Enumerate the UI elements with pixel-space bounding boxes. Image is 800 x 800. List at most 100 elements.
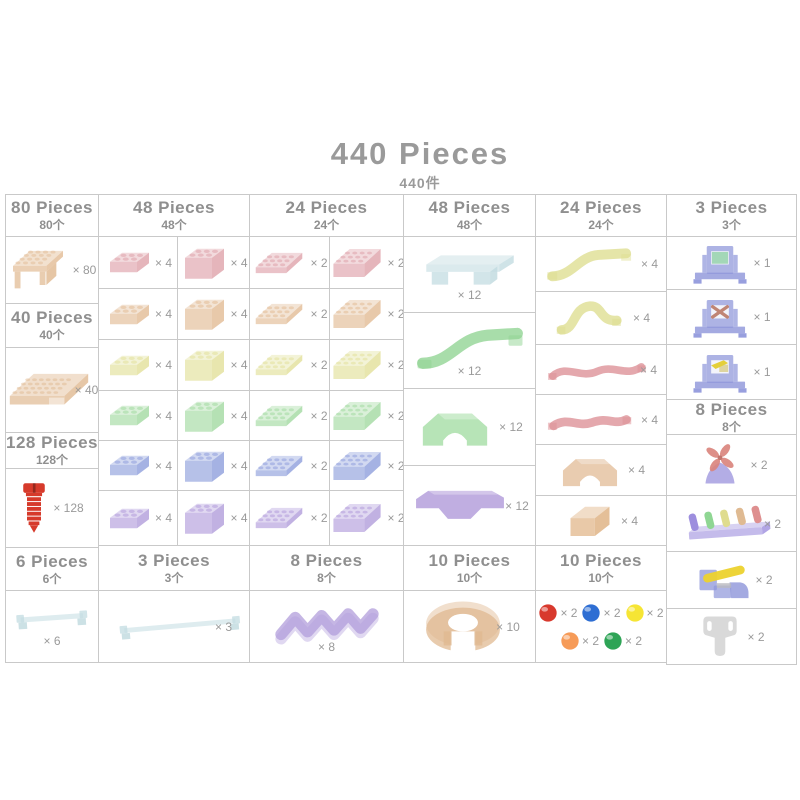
piece-cell: × 1: [666, 236, 797, 290]
piece-count: × 4: [154, 511, 172, 525]
piece-count: × 2: [763, 516, 781, 531]
piece-count: × 12: [457, 287, 482, 302]
low-brick-icon: [104, 448, 152, 483]
title-main: 440 Pieces: [330, 136, 510, 171]
piece-count: × 2: [747, 629, 765, 644]
low-brick-icon: [104, 398, 152, 433]
brick-row-purple: × 2 × 2: [249, 490, 404, 546]
piece-count: × 2: [387, 408, 404, 423]
piece-cell: × 4: [98, 339, 178, 391]
brick-row-green: × 4 × 4: [98, 390, 250, 441]
piece-count: × 6: [43, 633, 61, 648]
plate-3x4-icon: [251, 349, 307, 381]
low-brick-icon: [104, 501, 152, 536]
brick-row-blue: × 2 × 2: [249, 440, 404, 491]
gap-track-icon: [410, 484, 510, 528]
piece-count: × 2: [581, 633, 599, 648]
group-header-10-pieces: 10 Pieces 10个: [535, 545, 667, 591]
piece-count: × 4: [154, 458, 172, 473]
piece-cell: × 2: [666, 608, 797, 665]
piece-count: × 2: [646, 605, 664, 620]
brick-row-blue: × 4 × 4: [98, 440, 250, 491]
piece-count: × 4: [154, 408, 172, 423]
piece-count: × 12: [457, 364, 482, 378]
column-3: 24 Pieces 24个 × 2 × 2 × 2 × 2: [249, 194, 404, 663]
column-1: 80 Pieces 80个 × 80 40 Pieces 40个 × 40 12…: [5, 194, 99, 663]
brick-3x4-icon: [329, 345, 385, 385]
blue-ball-icon: [581, 603, 601, 623]
solid-block-icon: [564, 500, 616, 541]
piece-cell: × 4: [535, 236, 667, 292]
piece-count: × 1: [753, 365, 771, 379]
piece-count: × 1: [753, 256, 771, 270]
piece-cell: × 2: [329, 288, 404, 340]
piece-count: × 12: [505, 498, 529, 513]
piece-count: × 2: [310, 408, 328, 423]
brick-row-purple: × 4 × 4: [98, 490, 250, 546]
piece-count: × 2: [387, 358, 404, 372]
group-title: 40 Pieces: [10, 308, 93, 328]
group-header-3-pieces: 3 Pieces 3个: [666, 194, 797, 237]
brick-row-yellow: × 2 × 2: [249, 339, 404, 391]
group-subtitle: 48个: [456, 218, 483, 233]
strap-connector-icon: [698, 612, 742, 662]
piece-count: × 4: [627, 463, 645, 477]
page-title: 440 Pieces 440件: [0, 136, 800, 193]
group-subtitle: 8个: [722, 419, 741, 434]
column-6: 3 Pieces 3个 × 1 × 1 × 1 8 Pieces 8个 × 2 …: [666, 194, 797, 665]
piece-cell: × 4: [98, 288, 178, 340]
piece-cell: × 2: [249, 288, 330, 340]
straight-track-icon: [419, 248, 521, 292]
brick-3x4-icon: [329, 446, 385, 486]
piece-count: × 2: [603, 605, 621, 620]
brick-row-tan: × 2 × 2: [249, 288, 404, 340]
piece-count: × 2: [387, 511, 404, 525]
windmill-icon: [695, 440, 745, 490]
group-header-48-pieces: 48 Pieces 48个: [403, 194, 536, 237]
piece-cell: × 2: [249, 390, 330, 441]
plate-3x4-icon: [251, 502, 307, 534]
brick-3x4-icon: [329, 294, 385, 334]
long-wave-track-icon: [545, 353, 649, 387]
piece-count: × 4: [230, 458, 248, 473]
group-header-3-pieces: 3 Pieces 3个: [98, 545, 250, 591]
low-brick-icon: [104, 348, 152, 383]
piece-cell: × 2: [329, 490, 404, 546]
group-subtitle: 3个: [722, 218, 741, 233]
piece-count: × 40: [74, 383, 99, 397]
piece-count: × 4: [230, 408, 248, 423]
group-title: 3 Pieces: [695, 198, 768, 218]
piece-count: × 80: [72, 263, 97, 277]
short-rail-icon: [13, 606, 91, 633]
group-title: 10 Pieces: [428, 550, 511, 570]
piece-count: × 2: [310, 358, 328, 372]
brick-3x4-icon: [329, 243, 385, 283]
group-title: 8 Pieces: [290, 550, 363, 570]
flag-rail-icon: [682, 501, 776, 546]
column-5: 24 Pieces 24个 × 4 × 4 × 4 × 4 × 4 × 4 10: [535, 194, 667, 663]
piece-cell: × 4: [177, 490, 250, 546]
group-title: 8 Pieces: [695, 399, 768, 419]
ball-item: × 2: [560, 631, 599, 651]
group-header-8-pieces: 8 Pieces 8个: [666, 399, 797, 435]
brick-row-yellow: × 4 × 4: [98, 339, 250, 391]
piece-cell: × 4: [98, 390, 178, 441]
piece-cell: × 6: [5, 590, 99, 663]
piece-cell: × 2: [249, 339, 330, 391]
piece-count: × 4: [632, 311, 650, 325]
piece-cell: × 2: [329, 390, 404, 441]
piece-cell: × 40: [5, 347, 99, 433]
wave-track-icon: [544, 402, 636, 437]
piece-cell: × 2: [249, 440, 330, 491]
piece-count: × 2: [310, 307, 328, 321]
piece-cell: × 4: [535, 394, 667, 445]
brick-row-tan: × 4 × 4: [98, 288, 250, 340]
group-title: 24 Pieces: [285, 198, 368, 218]
group-subtitle: 48个: [161, 218, 187, 233]
arch-track-icon: [416, 405, 494, 449]
piece-count: × 4: [154, 307, 172, 321]
piece-count: × 4: [230, 511, 248, 525]
piece-cell: × 4: [177, 390, 250, 441]
piece-cell: × 2: [666, 495, 797, 552]
